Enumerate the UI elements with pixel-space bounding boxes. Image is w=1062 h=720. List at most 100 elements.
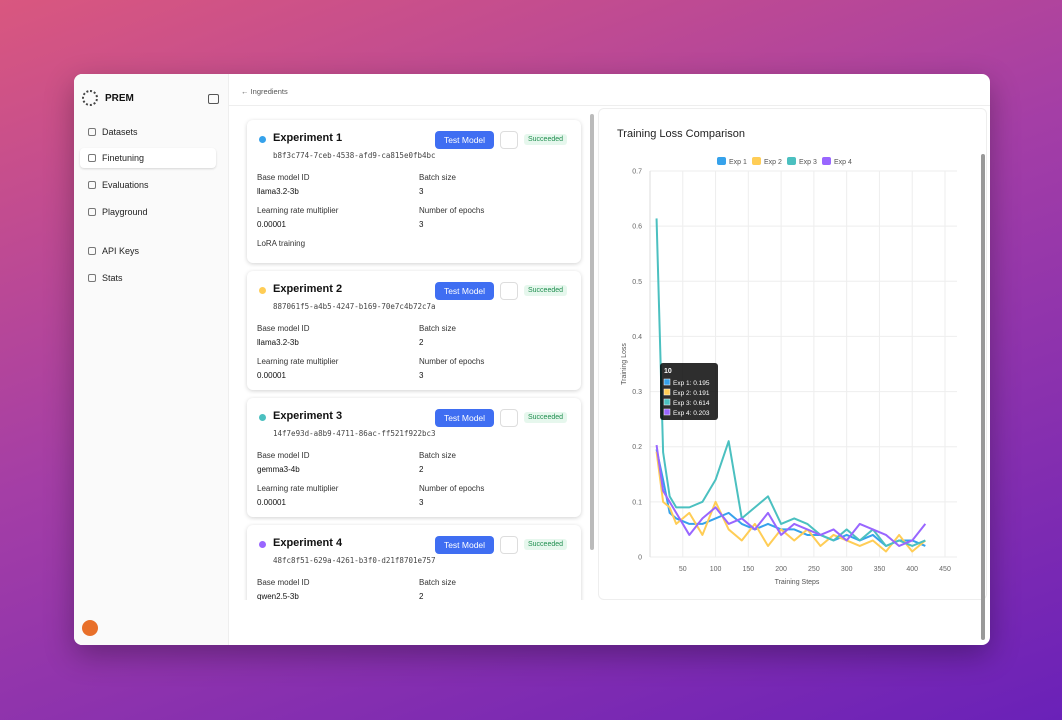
x-tick-label: 450 (939, 566, 951, 573)
field-label: Number of epochs (419, 484, 485, 493)
field-label: LoRA training (257, 239, 306, 248)
field-label: Learning rate multiplier (257, 206, 339, 215)
experiment-id: 14f7e93d-a8b9-4711-86ac-ff521f922bc3 (273, 429, 436, 438)
x-tick-label: 150 (742, 566, 754, 573)
divider (228, 105, 990, 106)
experiment-card: Experiment 3 14f7e93d-a8b9-4711-86ac-ff52… (247, 398, 581, 517)
field-label: Batch size (419, 173, 456, 182)
scrollbar[interactable] (981, 154, 985, 640)
nav-item[interactable]: Stats (80, 268, 216, 288)
field-label: Learning rate multiplier (257, 484, 339, 493)
field-value: 0.00001 (257, 371, 286, 380)
field-value: 3 (419, 187, 424, 196)
test-model-button[interactable]: Test Model (435, 282, 494, 300)
test-model-button[interactable]: Test Model (435, 131, 494, 149)
avatar[interactable] (82, 620, 98, 636)
experiment-name: Experiment 3 (273, 410, 343, 422)
status-badge: Succeeded (524, 134, 568, 145)
experiment-name: Experiment 1 (273, 132, 343, 144)
experiment-card: Experiment 1 b8f3c774-7ceb-4538-afd9-ca81… (247, 120, 581, 263)
nav-item[interactable]: Finetuning (80, 148, 216, 168)
field-label: Base model ID (257, 173, 310, 182)
download-button[interactable] (500, 282, 518, 300)
legend-swatch (752, 157, 761, 165)
status-badge: Succeeded (524, 285, 568, 296)
breadcrumb-text: Ingredients (250, 87, 288, 96)
experiment-id: 887061f5-a4b5-4247-b169-70e7c4b72c7a (273, 302, 436, 311)
app-window: PREM Datasets Finetuning Evaluations Playgr… (74, 74, 990, 645)
tooltip-swatch (663, 378, 671, 386)
status-dot (259, 136, 266, 143)
status-dot (259, 541, 266, 548)
tooltip-item: Exp 4: 0.203 (673, 410, 710, 417)
field-label: Batch size (419, 578, 456, 587)
y-tick-label: 0.5 (632, 279, 642, 286)
brand: PREM (105, 93, 134, 104)
legend-label: Exp 4 (834, 159, 852, 166)
field-label: Batch size (419, 324, 456, 333)
x-tick-label: 350 (874, 566, 886, 573)
field-value: qwen2.5-3b (257, 592, 299, 600)
status-badge: Succeeded (524, 412, 568, 423)
field-value: gemma3-4b (257, 465, 300, 474)
field-value: llama3.2-3b (257, 187, 299, 196)
line (655, 449, 926, 547)
experiment-id: 48fc8f51-629a-4261-b3f0-d21f8701e757 (273, 556, 436, 565)
field-value: 2 (419, 465, 424, 474)
chart-title: Training Loss Comparison (617, 128, 745, 140)
y-tick-label: 0.1 (632, 499, 642, 506)
download-button[interactable] (500, 536, 518, 554)
nav-item[interactable]: API Keys (80, 241, 216, 261)
download-button[interactable] (500, 409, 518, 427)
experiment-id: b8f3c774-7ceb-4538-afd9-ca815e0fb4bc (273, 151, 436, 160)
legend-label: Exp 1 (729, 159, 747, 166)
field-value: 3 (419, 220, 424, 229)
x-tick-label: 400 (906, 566, 918, 573)
nav-item[interactable]: Datasets (80, 122, 216, 142)
line (655, 444, 927, 547)
experiment-name: Experiment 2 (273, 283, 343, 295)
tooltip-item: Exp 1: 0.195 (673, 380, 710, 387)
nav-item[interactable]: Playground (80, 202, 216, 222)
test-model-button[interactable]: Test Model (435, 536, 494, 554)
scrollbar[interactable] (590, 114, 594, 550)
field-value: 2 (419, 338, 424, 347)
x-tick-label: 50 (679, 566, 687, 573)
tooltip-swatch (663, 388, 671, 396)
tooltip-swatch (663, 398, 671, 406)
y-tick-label: 0 (638, 555, 642, 562)
nav-item[interactable]: Evaluations (80, 175, 216, 195)
field-label: Base model ID (257, 451, 310, 460)
field-label: Base model ID (257, 324, 310, 333)
legend-label: Exp 3 (799, 159, 817, 166)
breadcrumb[interactable]: ← Ingredients (241, 87, 288, 96)
field-label: Batch size (419, 451, 456, 460)
field-value: llama3.2-3b (257, 338, 299, 347)
test-model-button[interactable]: Test Model (435, 409, 494, 427)
line (655, 451, 926, 553)
x-tick-label: 200 (775, 566, 787, 573)
chart-panel (598, 108, 987, 600)
y-tick-label: 0.6 (632, 224, 642, 231)
legend-label: Exp 2 (764, 159, 782, 166)
tooltip (660, 363, 718, 420)
x-tick-label: 100 (710, 566, 722, 573)
field-value: 0.00001 (257, 220, 286, 229)
legend-swatch (717, 157, 726, 165)
field-label: Number of epochs (419, 206, 485, 215)
download-button[interactable] (500, 131, 518, 149)
legend-swatch (822, 157, 831, 165)
collapse-button[interactable] (208, 94, 219, 104)
tooltip-title: 10 (664, 368, 672, 375)
field-label: Learning rate multiplier (257, 357, 339, 366)
tooltip-item: Exp 3: 0.614 (673, 400, 710, 407)
y-tick-label: 0.3 (632, 389, 642, 396)
x-tick-label: 250 (808, 566, 820, 573)
field-label: Base model ID (257, 578, 310, 587)
experiment-list: Experiment 1 b8f3c774-7ceb-4538-afd9-ca81… (243, 114, 588, 600)
field-value: 0.00001 (257, 498, 286, 507)
field-label: Number of epochs (419, 357, 485, 366)
legend-swatch (787, 157, 796, 165)
y-tick-label: 0.4 (632, 334, 642, 341)
